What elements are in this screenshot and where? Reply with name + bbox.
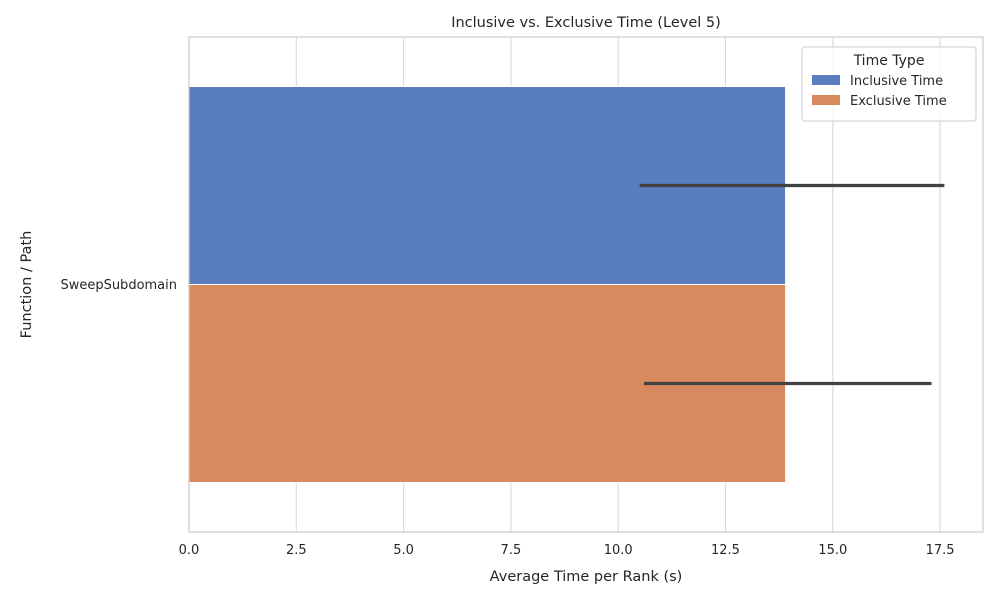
y-tick-label: SweepSubdomain [60, 278, 177, 293]
x-tick-label: 15.0 [818, 543, 847, 558]
legend-items: Inclusive Time Exclusive Time [812, 74, 947, 109]
x-axis-label: Average Time per Rank (s) [490, 569, 683, 585]
x-tick-label: 2.5 [286, 543, 307, 558]
x-tick-label: 5.0 [393, 543, 414, 558]
plot-frame [188, 36, 984, 533]
x-tick-label: 0.0 [179, 543, 200, 558]
x-tick-labels: 0.0 2.5 5.0 7.5 10.0 12.5 15.0 17.5 [179, 543, 955, 558]
legend-swatch [812, 75, 840, 85]
y-tick-labels: SweepSubdomain [60, 278, 177, 293]
legend-label: Exclusive Time [850, 94, 947, 109]
legend: Time Type Inclusive Time Exclusive Time [801, 46, 977, 122]
x-tick-label: 12.5 [711, 543, 740, 558]
x-tick-label: 10.0 [604, 543, 633, 558]
bars [188, 86, 787, 483]
legend-label: Inclusive Time [850, 74, 943, 89]
x-tick-label: 17.5 [926, 543, 955, 558]
y-axis-label: Function / Path [19, 231, 35, 339]
legend-box [801, 46, 977, 122]
legend-title: Time Type [853, 53, 925, 69]
legend-swatch [812, 95, 840, 105]
chart-title: Inclusive vs. Exclusive Time (Level 5) [451, 15, 721, 31]
error-bars [639, 183, 945, 386]
x-tick-label: 7.5 [501, 543, 522, 558]
